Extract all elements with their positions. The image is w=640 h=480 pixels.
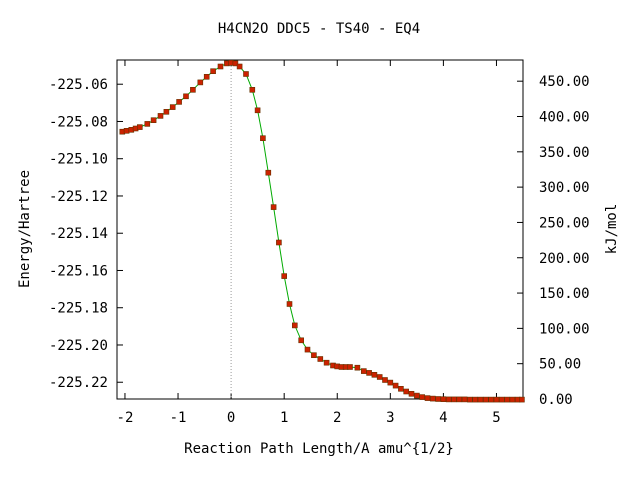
data-point — [382, 377, 388, 383]
data-point — [236, 63, 243, 70]
data-point — [435, 396, 441, 402]
data-point — [144, 121, 151, 127]
data-point — [519, 396, 525, 403]
data-point — [440, 396, 447, 403]
data-point — [157, 113, 164, 119]
y2-tick-label: 350.00 — [539, 145, 590, 161]
y2-tick-label: 250.00 — [539, 215, 590, 231]
y-tick-label: -225.06 — [49, 77, 108, 93]
data-point — [163, 109, 170, 115]
y-tick-label: -225.12 — [49, 189, 108, 205]
data-point — [137, 124, 143, 130]
data-point — [183, 93, 189, 100]
data-point — [414, 392, 420, 399]
chart-title: H4CN2O DDC5 - TS40 - EQ4 — [218, 21, 420, 37]
data-point — [482, 396, 489, 403]
data-point — [317, 356, 324, 362]
data-point — [243, 71, 249, 77]
data-point — [429, 395, 436, 402]
x-tick-label: 2 — [333, 410, 341, 426]
data-point — [210, 68, 216, 74]
data-point — [445, 396, 452, 403]
data-point — [286, 301, 293, 307]
data-point — [387, 379, 394, 386]
x-axis-label: Reaction Path Length/A amu^{1/2} — [184, 441, 454, 457]
data-point — [504, 396, 510, 403]
data-point — [472, 396, 479, 403]
data-point — [150, 117, 157, 123]
y2-tick-label: 450.00 — [539, 74, 590, 90]
y-tick-label: -225.10 — [49, 152, 108, 168]
data-point — [260, 135, 266, 141]
x-tick-label: -2 — [117, 410, 134, 426]
series-line — [122, 62, 522, 401]
x-tick-label: 4 — [439, 410, 447, 426]
data-point — [398, 385, 404, 392]
y2-tick-label: 200.00 — [539, 251, 590, 267]
x-tick-label: 0 — [227, 410, 235, 426]
data-point — [477, 396, 484, 403]
data-point — [323, 359, 330, 366]
data-point — [347, 364, 353, 370]
y-tick-label: -225.14 — [49, 226, 108, 242]
data-point — [254, 107, 261, 114]
y-tick-label: -225.08 — [49, 114, 108, 130]
x-tick-label: 5 — [492, 410, 500, 426]
data-point — [360, 368, 367, 374]
y2-tick-label: 50.00 — [539, 357, 581, 373]
data-point — [298, 337, 305, 344]
plot-area — [119, 59, 525, 403]
data-point — [123, 128, 130, 134]
data-point — [291, 322, 298, 329]
y2-axis-label: kJ/mol — [604, 204, 620, 255]
data-point — [424, 395, 431, 401]
data-point — [354, 364, 361, 371]
data-point — [176, 99, 182, 105]
y-tick-label: -225.22 — [49, 375, 108, 391]
data-point — [461, 396, 468, 403]
data-point — [311, 352, 317, 359]
data-point — [366, 370, 372, 376]
data-point — [270, 204, 277, 210]
data-point — [169, 104, 176, 110]
data-point — [217, 63, 224, 70]
data-point — [493, 396, 500, 403]
y2-tick-label: 300.00 — [539, 180, 590, 196]
data-point — [304, 346, 311, 353]
y2-tick-label: 400.00 — [539, 110, 590, 126]
y2-tick-label: 0.00 — [539, 392, 573, 408]
x-tick-label: 1 — [280, 410, 288, 426]
y2-tick-label: 150.00 — [539, 286, 590, 302]
y-tick-label: -225.18 — [49, 301, 108, 317]
data-point — [190, 87, 196, 93]
data-point — [509, 396, 516, 403]
data-point — [281, 273, 288, 279]
y-axis-label: Energy/Hartree — [17, 170, 33, 288]
data-point — [419, 394, 426, 400]
data-point — [456, 396, 463, 403]
data-point — [232, 60, 239, 67]
data-point — [451, 396, 457, 403]
data-point — [197, 79, 204, 86]
data-point — [265, 169, 272, 176]
x-tick-label: 3 — [386, 410, 394, 426]
data-point — [403, 388, 410, 395]
data-point — [249, 87, 256, 93]
axes: -2 -1 0 1 2 3 4 5 -225.06 -225.08 -225.10 -225.12 -2… — [49, 59, 590, 426]
data-point — [467, 396, 473, 403]
data-point — [371, 371, 378, 378]
data-point — [392, 382, 399, 389]
data-point — [498, 396, 505, 403]
y-tick-label: -225.16 — [49, 263, 108, 279]
data-point — [408, 390, 415, 397]
data-point — [488, 396, 495, 403]
data-point — [203, 74, 210, 80]
y2-tick-label: 100.00 — [539, 321, 590, 337]
x-tick-label: -1 — [170, 410, 187, 426]
y-tick-label: -225.20 — [49, 338, 108, 354]
plot-frame — [116, 59, 524, 400]
data-point — [376, 374, 383, 380]
data-point — [276, 239, 282, 246]
